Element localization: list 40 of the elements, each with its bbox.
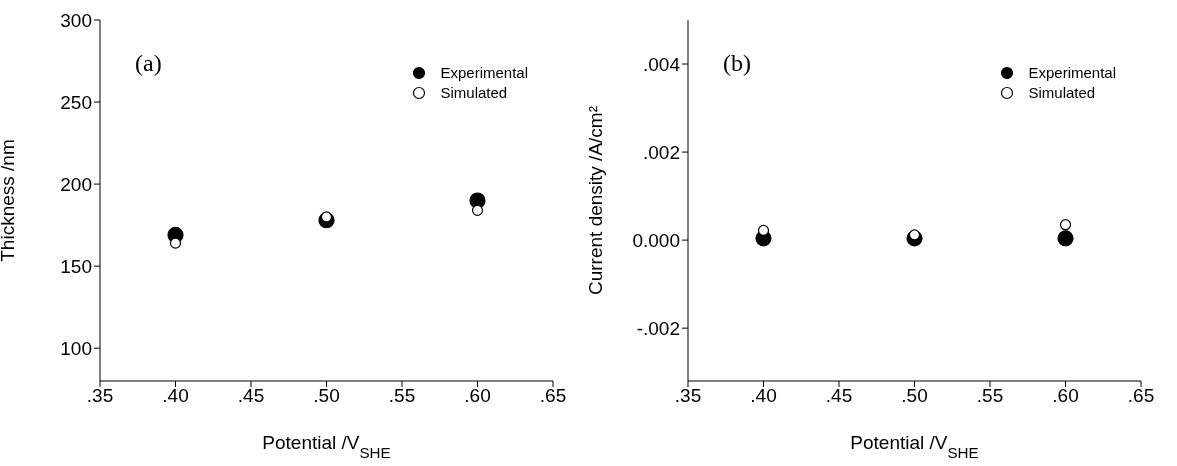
legend-label: Simulated [440, 84, 508, 101]
y-tick-label: 0.000 [632, 229, 680, 251]
y-tick-label: 300 [60, 9, 92, 31]
x-tick-label: .50 [901, 385, 928, 407]
y-tick-label: .004 [643, 53, 681, 75]
x-tick-label: .60 [1052, 385, 1079, 407]
point [757, 224, 770, 237]
point [1059, 219, 1072, 231]
x-tick-label: .55 [976, 385, 1004, 407]
y-tick-label: 250 [60, 91, 92, 113]
x-tick-label: .45 [237, 385, 265, 407]
x-tick-label: .65 [539, 385, 567, 407]
y-tick-label: 200 [60, 173, 92, 195]
point [908, 229, 921, 241]
legend-label: Simulated [1028, 84, 1096, 101]
annotation: (b) [723, 50, 751, 77]
x-tick-label: .35 [86, 385, 114, 407]
x-tick-label: .40 [162, 385, 189, 407]
x-tick-label: .60 [464, 385, 491, 407]
point [320, 211, 333, 223]
y-tick-label: .002 [643, 141, 680, 163]
annotation: (a) [135, 50, 162, 77]
legend-label: Experimental [440, 64, 528, 81]
y-axis-title: Thickness /nm [0, 139, 18, 262]
x-tick-label: .55 [388, 385, 416, 407]
x-axis-title: Potential /V$_{SHE}$ [850, 432, 979, 461]
x-tick-label: .50 [313, 385, 340, 407]
y-axis-title: Current density /A/cm² [585, 106, 606, 295]
point [1057, 230, 1074, 247]
y-tick-label: -.002 [636, 317, 680, 339]
x-tick-label: .45 [825, 385, 853, 407]
x-tick-label: .65 [1127, 385, 1155, 407]
point [169, 237, 182, 249]
y-tick-label: 100 [60, 337, 92, 359]
x-tick-label: .40 [750, 385, 777, 407]
x-axis-title: Potential /V$_{SHE}$ [262, 432, 391, 461]
y-tick-label: 150 [60, 255, 92, 277]
legend-label: Experimental [1028, 64, 1116, 81]
x-tick-label: .35 [674, 385, 702, 407]
point [471, 204, 484, 216]
